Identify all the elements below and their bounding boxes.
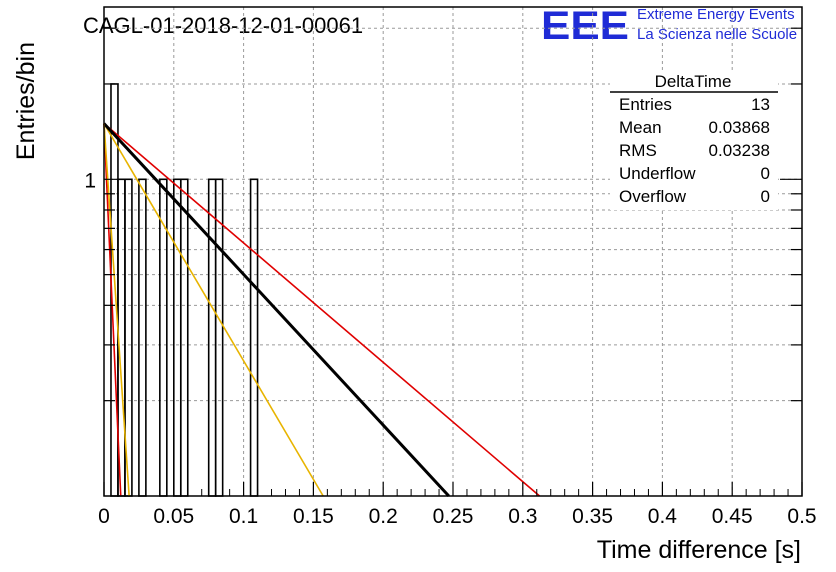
x-tick-label: 0.3 [508,505,537,528]
stats-label-rms: RMS [619,141,657,160]
y-tick-label: 1 [84,169,96,192]
y-axis-title: Entries/bin [12,42,40,160]
stats-value-rms: 0.03238 [709,141,770,160]
eee-logo: EEE Extreme Energy Events La Scienza nel… [541,4,797,48]
histogram-bin [207,178,217,497]
x-tick-label: 0.05 [153,505,194,528]
stats-value-underflow: 0 [761,164,770,183]
histogram-bin [214,178,224,497]
x-tick-label: 0.35 [572,505,613,528]
chart-title: CAGL-01-2018-12-01-00061 [83,13,363,38]
histogram-bin [138,178,147,497]
histogram-bars [110,83,259,497]
histogram-bin [173,178,182,497]
stats-box-title: DeltaTime [655,72,732,91]
x-axis-title: Time difference [s] [597,536,801,564]
org-name: Extreme Energy Events [637,6,795,23]
x-tick-label: 0.15 [293,505,334,528]
plot-frame [103,6,803,497]
fit-line [103,123,122,497]
fit-lines [102,122,541,498]
x-tick-label: 0.2 [369,505,398,528]
tick-labels: 0 0.05 0.1 0.15 0.2 0.25 0.3 0.35 0.4 0.45 0.5 1 [84,169,816,528]
x-tick-label: 0.4 [648,505,678,528]
stats-value-mean: 0.03868 [709,118,770,137]
histogram-bin [159,178,168,497]
x-tick-label: 0.1 [229,505,258,528]
fit-line [102,122,450,498]
stats-box: DeltaTime Entries 13 Mean 0.03868 RMS 0.… [610,70,778,210]
stats-label-overflow: Overflow [619,187,687,206]
x-tick-label: 0.5 [787,505,816,528]
x-tick-label: 0 [98,505,110,528]
fit-line [103,123,130,497]
stats-value-overflow: 0 [761,187,770,206]
fit-line [103,123,324,497]
stats-value-entries: 13 [751,95,770,114]
logo-text: EEE [541,4,629,48]
fit-line [103,122,541,497]
stats-box-background [610,70,778,210]
histogram-bin [249,178,259,497]
histogram-bin [179,178,189,497]
org-tagline: La Scienza nelle Scuole [637,26,797,43]
x-tick-label: 0.45 [712,505,753,528]
x-tick-label: 0.25 [433,505,474,528]
stats-label-mean: Mean [619,118,662,137]
stats-label-entries: Entries [619,95,672,114]
stats-label-underflow: Underflow [619,164,696,183]
